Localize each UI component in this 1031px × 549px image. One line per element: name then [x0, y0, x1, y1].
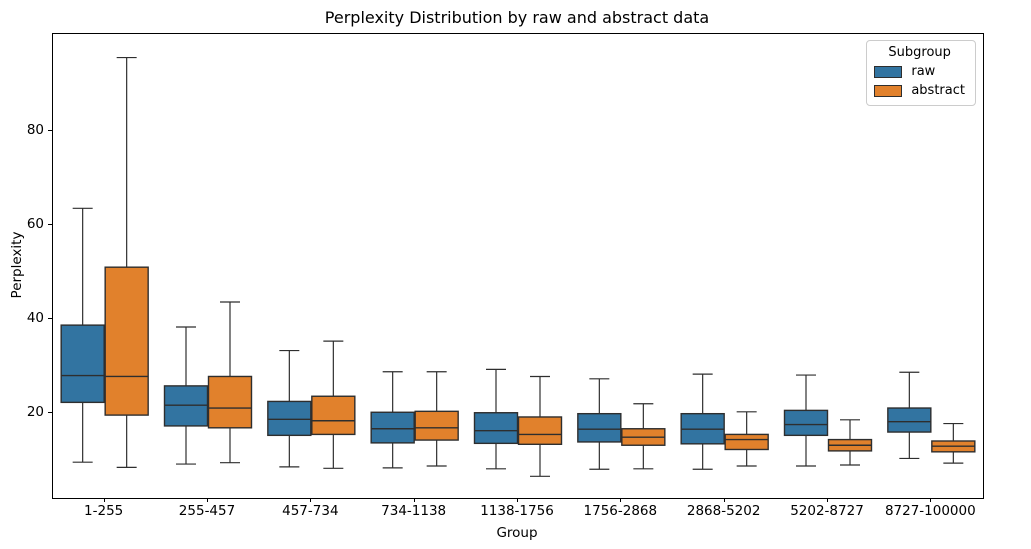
legend-label-abstract: abstract [911, 83, 965, 98]
x-tick-mark [827, 498, 828, 502]
legend-item-abstract: abstract [874, 83, 965, 98]
y-tick-label: 60 [26, 215, 44, 232]
abstract-box [104, 266, 149, 416]
x-tick-label: 5202-8727 [790, 503, 864, 519]
x-tick-mark [620, 498, 622, 502]
x-axis-label: Group [496, 525, 538, 541]
legend-title: Subgroup [888, 45, 951, 60]
x-tick-mark [103, 498, 105, 502]
x-tick-mark [207, 498, 208, 502]
abstract-color-swatch [874, 84, 903, 97]
x-tick-mark [723, 498, 725, 502]
raw-box [267, 400, 312, 437]
legend: Subgroup raw abstract [866, 40, 976, 106]
abstract-box [311, 395, 356, 436]
y-tick-mark [48, 223, 52, 225]
x-tick-label: 255-457 [178, 503, 236, 519]
y-tick-mark [48, 317, 52, 319]
raw-box [370, 411, 415, 444]
raw-color-swatch [874, 65, 903, 78]
x-tick-label: 457-734 [282, 503, 339, 519]
x-tick-label: 1-255 [84, 503, 124, 519]
abstract-box [207, 375, 253, 429]
abstract-box [517, 416, 563, 445]
y-tick-mark [48, 129, 52, 131]
y-axis-label: Perplexity [9, 231, 25, 299]
legend-item-raw: raw [874, 64, 965, 79]
raw-box [60, 324, 105, 404]
x-tick-mark [310, 498, 312, 502]
raw-box [783, 409, 829, 437]
y-tick-label: 40 [26, 309, 44, 326]
x-tick-mark [930, 498, 932, 502]
plot-area: Subgroup raw abstract [52, 33, 984, 499]
x-tick-mark [517, 498, 518, 502]
raw-box [887, 407, 932, 433]
raw-box [163, 385, 209, 427]
x-tick-mark [413, 498, 415, 502]
legend-label-raw: raw [911, 64, 936, 79]
x-tick-label: 8727-100000 [884, 503, 976, 519]
raw-box [473, 412, 519, 445]
raw-box [577, 412, 622, 443]
y-tick-label: 80 [26, 121, 44, 138]
x-tick-label: 734-1138 [381, 503, 447, 519]
y-tick-mark [48, 412, 52, 414]
chart-title: Perplexity Distribution by raw and abstr… [324, 8, 710, 27]
abstract-box [414, 410, 459, 441]
x-tick-label: 2868-5202 [686, 503, 761, 519]
boxplot-canvas [60, 56, 976, 477]
abstract-box [724, 433, 769, 451]
y-tick-label: 20 [26, 404, 44, 421]
x-tick-label: 1138-1756 [480, 503, 554, 519]
x-tick-label: 1756-2868 [583, 503, 658, 519]
